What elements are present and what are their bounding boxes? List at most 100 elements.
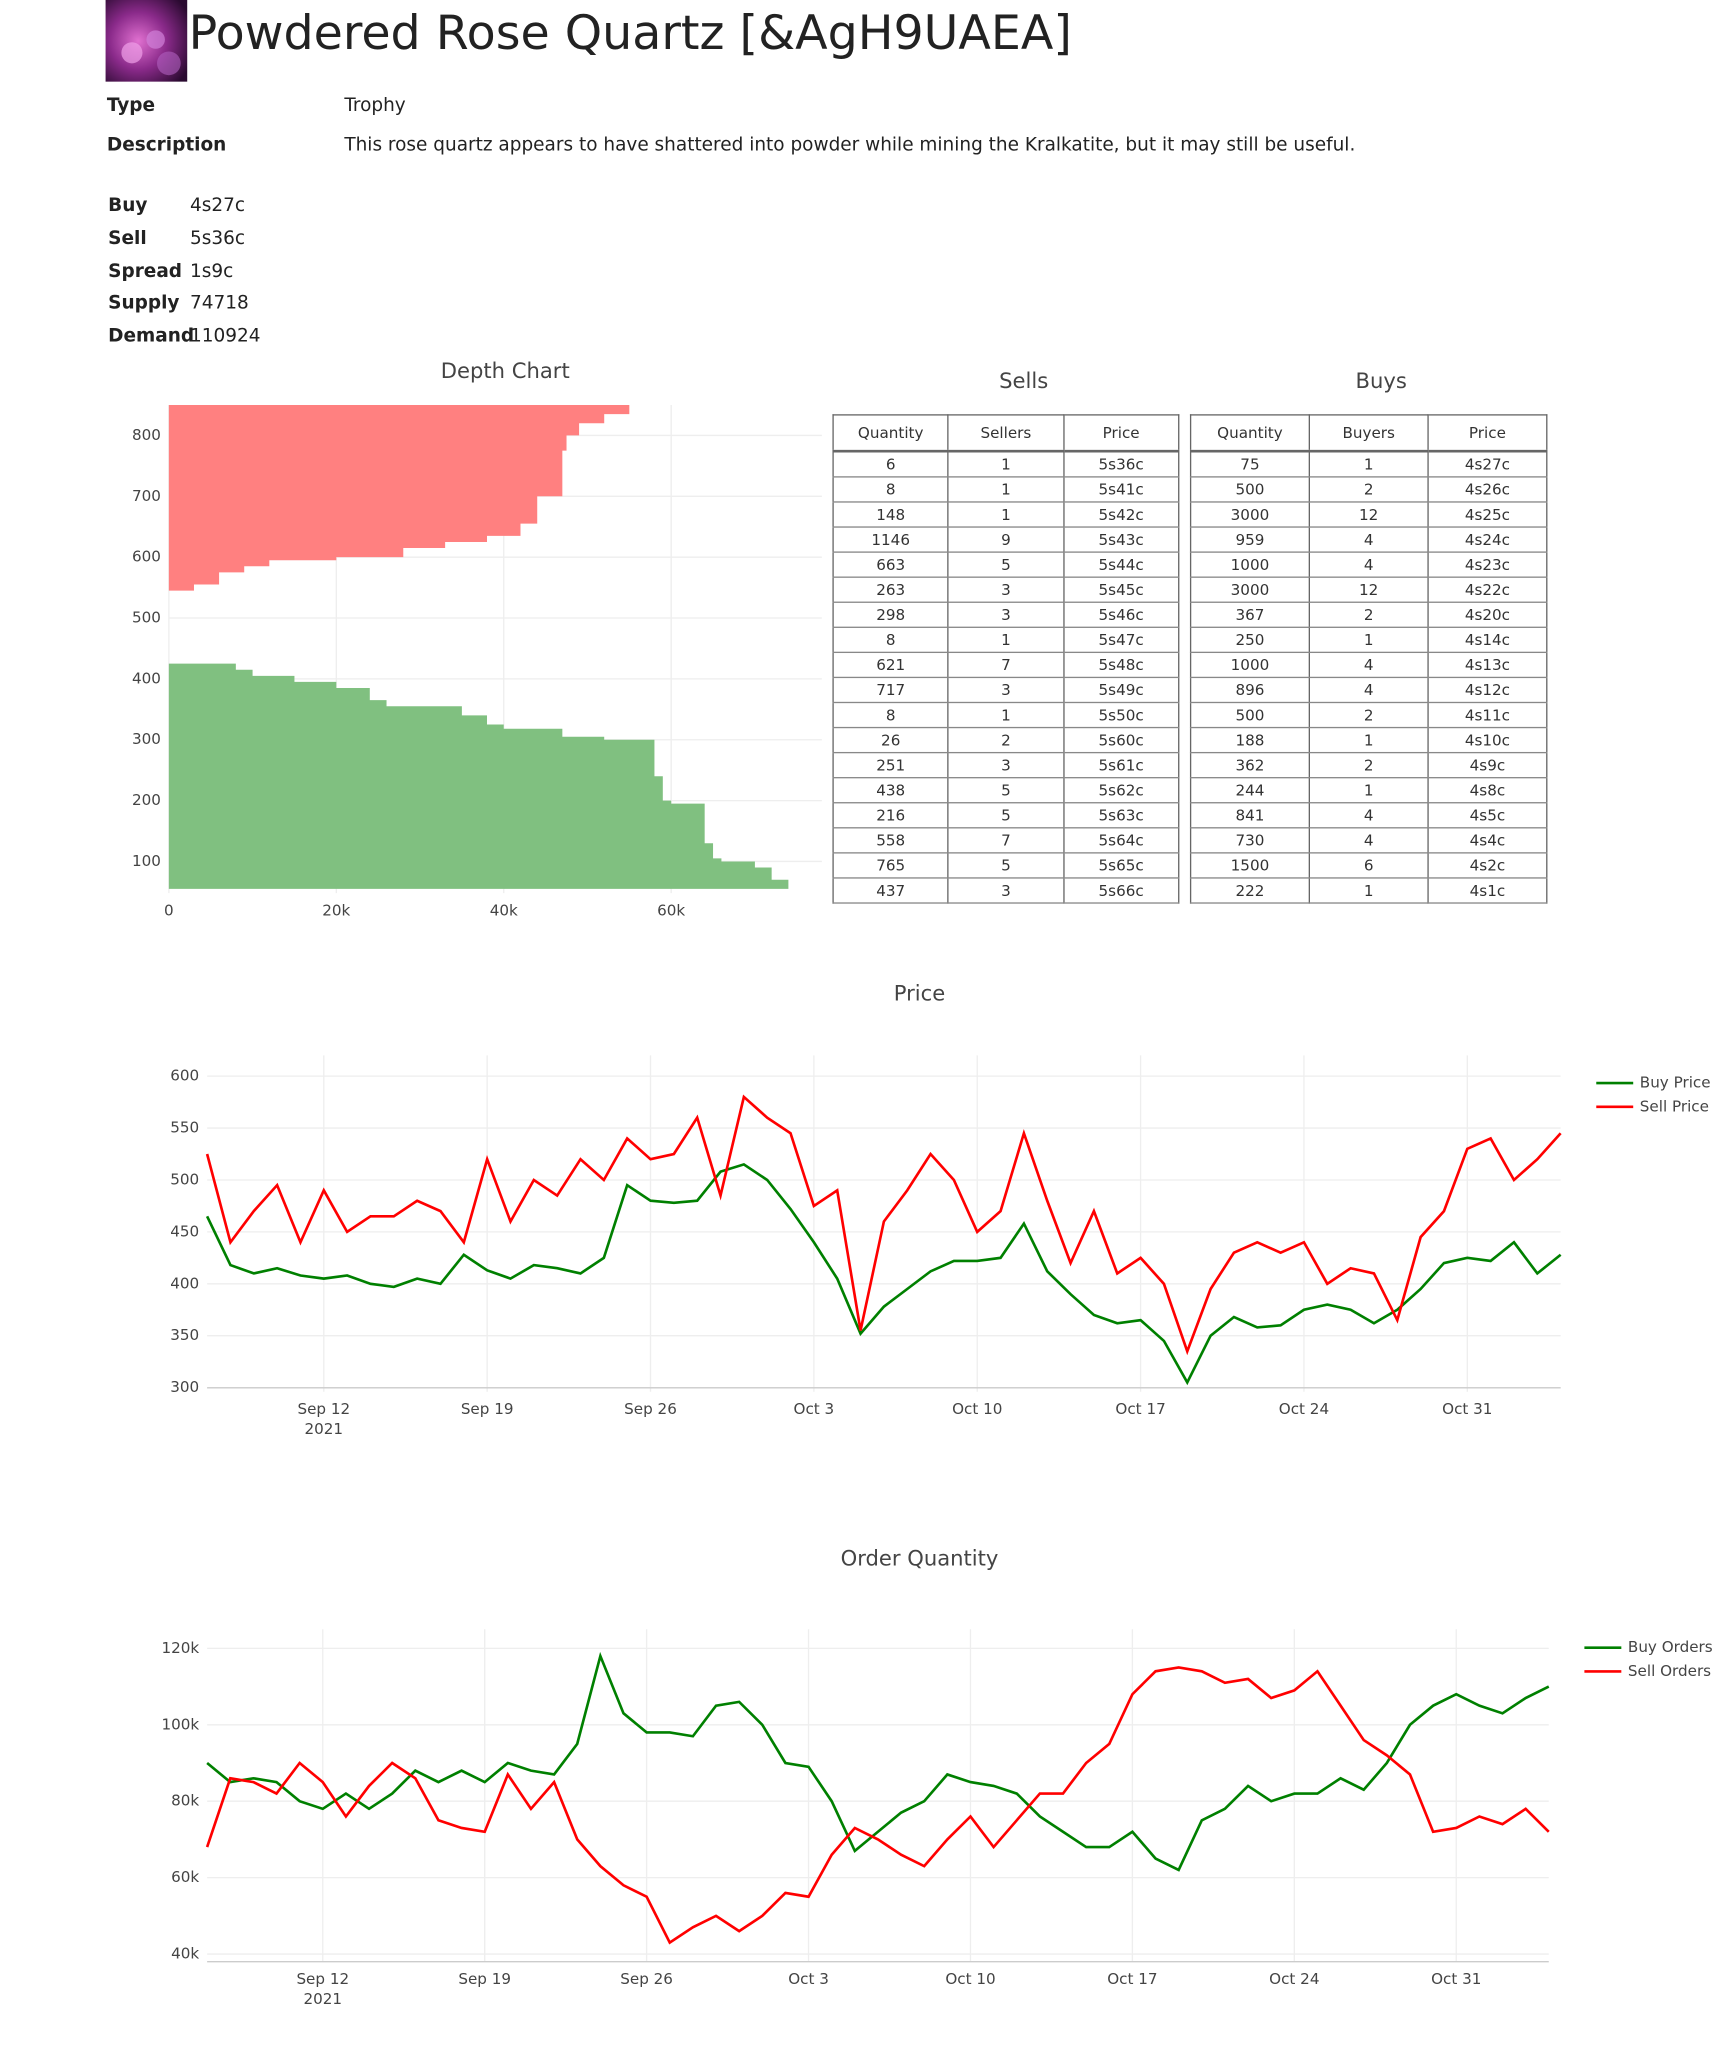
table-cell: 2	[1308, 702, 1429, 729]
table-cell: 717	[832, 677, 949, 704]
x-tick-label: Oct 17	[1115, 1400, 1165, 1418]
table-cell: 75	[1189, 451, 1310, 478]
table-cell: 6	[1308, 852, 1429, 879]
x-tick-label: Oct 10	[945, 1970, 995, 1988]
header-row: Quantity Sellers Price	[832, 414, 1180, 453]
table-cell: 2	[947, 727, 1065, 754]
x-tick-label: Oct 31	[1442, 1400, 1492, 1418]
table-cell: 5s45c	[1062, 577, 1180, 603]
table-cell: 1	[947, 627, 1065, 654]
table-cell: 5s62c	[1062, 777, 1180, 804]
table-cell: 4s24c	[1427, 527, 1548, 553]
table-cell: 1	[947, 702, 1065, 729]
sells-table: Quantity Sellers Price 6 1 5s36c 8 1 5s41c 148 1 5s…	[832, 414, 1180, 904]
table-cell: 4s11c	[1427, 702, 1548, 729]
table-cell: 4s1c	[1427, 877, 1548, 904]
x-tick-label: 60k	[657, 902, 685, 920]
y-tick-label: 400	[132, 669, 161, 687]
table-cell: 6	[832, 451, 949, 478]
table-cell: 7	[947, 827, 1065, 854]
table-cell: 8	[832, 702, 949, 729]
stat-value: 110924	[189, 326, 261, 348]
table-cell: 244	[1189, 777, 1310, 804]
table-cell: 12	[1308, 577, 1429, 603]
table-cell: 3000	[1189, 577, 1310, 603]
table-cell: 5s44c	[1062, 552, 1180, 578]
x-tick-label: Oct 31	[1431, 1970, 1481, 1988]
y-tick-label: 300	[170, 1378, 199, 1396]
table-cell: 5s66c	[1062, 877, 1180, 904]
stat-value: 74718	[189, 293, 249, 315]
x-tick-label: 0	[164, 902, 174, 920]
table-cell: 362	[1189, 752, 1310, 779]
y-tick-label: 40k	[171, 1945, 199, 1963]
y-tick-label: 350	[170, 1326, 199, 1344]
table-cell: 5s46c	[1062, 602, 1180, 628]
chart-title: Price	[894, 981, 945, 1006]
table-cell: 5s65c	[1062, 852, 1180, 879]
x-tick-label: Oct 10	[952, 1400, 1002, 1418]
table-cell: 3	[947, 677, 1065, 704]
stat-label: Sell	[108, 227, 147, 250]
table-cell: 148	[832, 501, 949, 528]
table-cell: 1000	[1189, 652, 1310, 679]
table-row: 26 2 5s60c	[832, 727, 1180, 754]
table-cell: 558	[832, 827, 949, 854]
x-tick-label: Oct 24	[1279, 1400, 1329, 1418]
table-cell: 5	[947, 802, 1065, 829]
table-cell: 621	[832, 652, 949, 679]
table-cell: 5s61c	[1062, 752, 1180, 779]
table-cell: 188	[1189, 727, 1310, 754]
y-tick-label: 60k	[171, 1868, 199, 1886]
table-row: 298 3 5s46c	[832, 602, 1180, 628]
x-tick-label: Oct 3	[788, 1970, 829, 1988]
table-cell: 5s43c	[1062, 527, 1180, 553]
table-cell: 4s14c	[1427, 627, 1548, 654]
table-row: 663 5 5s44c	[832, 552, 1180, 578]
item-icon	[105, 0, 188, 82]
table-row: 8 1 5s50c	[832, 702, 1180, 729]
table-row: 558 7 5s64c	[832, 827, 1180, 854]
stat-label: Demand	[108, 326, 195, 348]
table-cell: 765	[832, 852, 949, 879]
table-cell: 1	[1308, 777, 1429, 804]
table-cell: 663	[832, 552, 949, 578]
table-row: 250 1 4s14c	[1189, 627, 1548, 654]
table-cell: 4s5c	[1427, 802, 1548, 829]
legend-label: Buy Price	[1640, 1074, 1711, 1092]
table-cell: 500	[1189, 702, 1310, 729]
x-tick-label: Oct 24	[1269, 1970, 1319, 1988]
y-tick-label: 600	[170, 1067, 199, 1085]
x-tick-label: Sep 12	[297, 1400, 350, 1418]
x-tick-label: Sep 26	[624, 1400, 677, 1418]
table-cell: 263	[832, 577, 949, 603]
table-cell: 26	[832, 727, 949, 754]
chart-title: Depth Chart	[441, 358, 570, 383]
table-row: 8 1 5s47c	[832, 627, 1180, 654]
table-row: 730 4 4s4c	[1189, 827, 1548, 854]
table-cell: 896	[1189, 677, 1310, 704]
detail-value: Trophy	[344, 94, 406, 117]
stat-label: Buy	[108, 195, 148, 217]
table-row: 621 7 5s48c	[832, 652, 1180, 679]
table-cell: 4s8c	[1427, 777, 1548, 804]
table-row: 251 3 5s61c	[832, 752, 1180, 779]
detail-value: This rose quartz appears to have shatter…	[344, 134, 1356, 156]
y-tick-label: 500	[170, 1170, 199, 1188]
table-row: 3000 12 4s25c	[1189, 501, 1548, 528]
chart-title: Order Quantity	[841, 1545, 999, 1570]
table-cell: 1	[947, 501, 1065, 528]
table-row: 717 3 5s49c	[832, 677, 1180, 704]
table-row: 1000 4 4s23c	[1189, 552, 1548, 578]
stat-value: 1s9c	[189, 260, 234, 282]
table-cell: 1500	[1189, 852, 1310, 879]
table-cell: 2	[1308, 476, 1429, 503]
table-cell: 4s20c	[1427, 602, 1548, 628]
table-row: 500 2 4s11c	[1189, 702, 1548, 729]
table-cell: 1146	[832, 527, 949, 553]
table-row: 437 3 5s66c	[832, 877, 1180, 904]
table-cell: 3	[947, 877, 1065, 904]
x-tick-label: Sep 19	[458, 1970, 511, 1988]
table-cell: 1	[947, 476, 1065, 503]
